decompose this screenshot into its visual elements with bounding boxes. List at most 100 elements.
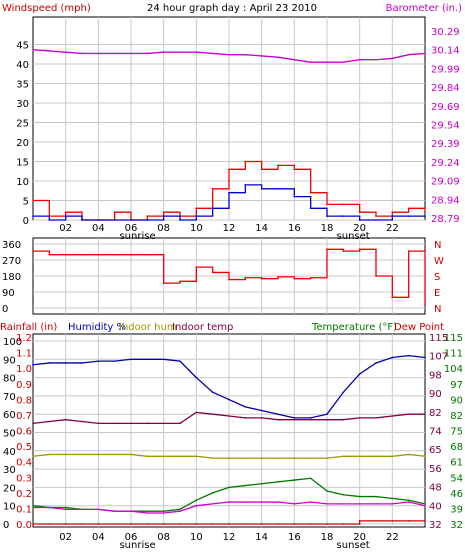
sunset-label: sunset xyxy=(337,231,370,242)
humidity-series-point xyxy=(309,417,312,419)
barometer-tick-label: 30.29 xyxy=(431,27,460,38)
wind-direction-series-point xyxy=(146,253,149,256)
indoor_temp-series-point xyxy=(358,417,361,419)
x-tick-label: 16 xyxy=(288,223,301,234)
gust-series-point xyxy=(32,199,34,202)
humidity-tick-label: 30 xyxy=(3,465,16,476)
indoor_hum-series-point xyxy=(48,453,51,456)
humidity-series-point xyxy=(64,362,67,364)
indoor-temp-tick-label: 40 xyxy=(429,501,442,512)
x-tick-label: 22 xyxy=(386,532,399,543)
windspeed-series-point xyxy=(424,215,426,217)
wind-direction-series-point xyxy=(162,282,165,284)
x-tick-label: 20 xyxy=(353,223,366,234)
barometer-series-point xyxy=(244,53,247,56)
wind-direction-series-point xyxy=(293,277,296,280)
rainfall-tick-label: 0.6 xyxy=(16,427,32,438)
windspeed-tick-label: 0 xyxy=(23,216,29,227)
barometer-tick-label: 29.39 xyxy=(431,139,460,150)
rainfall-tick-label: 1.2 xyxy=(16,333,32,344)
rainfall-series-point xyxy=(97,523,100,525)
temperature-legend-label: Temperature (°F) xyxy=(311,322,397,333)
humidity-series-point xyxy=(162,358,165,361)
humidity-tick-label: 100 xyxy=(3,337,22,348)
rainfall-series-point xyxy=(64,523,67,525)
humidity-tick-label: 0 xyxy=(3,520,9,531)
rainfall-series-point xyxy=(146,523,149,525)
temperature-tick-label: 104 xyxy=(444,364,463,375)
wind-direction-series-point xyxy=(424,303,426,306)
direction-tick-label: 360 xyxy=(2,240,21,251)
barometer-series-point xyxy=(32,48,34,51)
rainfall-series-point xyxy=(130,523,132,525)
indoor-hum-legend-label: Indoor hum xyxy=(119,322,177,333)
x-tick-label: 04 xyxy=(92,532,105,543)
wind-direction-series-point xyxy=(113,253,116,256)
indoor_temp-series-point xyxy=(81,420,83,423)
temperature-series-point xyxy=(391,497,394,500)
rainfall-series-point xyxy=(48,523,51,525)
humidity-series-point xyxy=(293,417,296,419)
windspeed-series-point xyxy=(32,215,34,217)
temperature-series-point xyxy=(162,510,165,512)
humidity-series-point xyxy=(342,391,345,394)
indoor_hum-series-point xyxy=(64,453,67,456)
indoor_temp-series-point xyxy=(293,418,296,421)
humidity-tick-label: 20 xyxy=(3,483,16,494)
rainfall-tick-label: 0.4 xyxy=(16,458,32,469)
indoor_hum-series-point xyxy=(293,457,296,459)
wind-direction-series-point xyxy=(407,250,410,252)
rainfall-series-point xyxy=(32,523,34,525)
windspeed-series-point xyxy=(211,207,214,210)
temperature-series-point xyxy=(64,506,67,509)
humidity-tick-label: 40 xyxy=(3,447,16,458)
temperature-tick-label: 46 xyxy=(450,489,463,500)
windspeed-series-point xyxy=(342,215,345,217)
x-tick-label: 20 xyxy=(353,532,366,543)
windspeed-series-point xyxy=(326,215,328,217)
gust-series-point xyxy=(211,188,214,190)
wind-direction-series-point xyxy=(309,276,312,279)
dewpoint-series-point xyxy=(375,503,377,505)
barometer-series-point xyxy=(48,50,51,52)
x-tick-label: 22 xyxy=(386,223,399,234)
windspeed-series-point xyxy=(260,188,263,190)
windspeed-tick-label: 5 xyxy=(23,197,29,208)
barometer-series-point xyxy=(358,58,361,61)
wind-direction-series-point xyxy=(277,276,279,278)
wind-direction-series-point xyxy=(391,296,394,299)
dewpoint-series-point xyxy=(407,501,410,503)
dewpoint-series-point xyxy=(293,503,296,505)
indoor_temp-series-point xyxy=(195,411,198,414)
temperature-series-point xyxy=(260,482,263,485)
dewpoint-series-point xyxy=(195,504,198,507)
barometer-series-point xyxy=(326,61,328,63)
indoor-temp-tick-label: 48 xyxy=(429,483,442,494)
indoor_hum-series-point xyxy=(32,455,34,458)
barometer-series-point xyxy=(97,52,100,55)
gust-series-point xyxy=(391,211,394,213)
barometer-series-point xyxy=(309,61,312,63)
indoor_temp-series-point xyxy=(277,418,279,421)
rainfall-series-point xyxy=(424,520,426,522)
gust-series-point xyxy=(358,211,361,213)
gust-series-point xyxy=(407,207,410,210)
humidity-series-point xyxy=(146,358,149,361)
indoor_temp-series-point xyxy=(391,415,394,417)
wind-direction-series-point xyxy=(195,266,198,268)
barometer-series-point xyxy=(260,55,263,57)
dewpoint-series-point xyxy=(277,501,279,503)
indoor_temp-series-point xyxy=(97,422,100,425)
wind-direction-series-point xyxy=(375,275,377,277)
humidity-series-point xyxy=(48,362,51,364)
series-layer xyxy=(32,48,426,525)
windspeed-series-point xyxy=(195,215,198,217)
humidity-series-point xyxy=(244,406,247,408)
indoor_hum-series-point xyxy=(309,457,312,459)
gust-series-point xyxy=(342,203,345,206)
humidity-legend-label: Humidity % xyxy=(68,322,126,333)
barometer-tick-label: 28.94 xyxy=(431,195,460,206)
rainfall-tick-label: 1.1 xyxy=(16,349,32,360)
rainfall-tick-label: 0.2 xyxy=(16,489,32,500)
